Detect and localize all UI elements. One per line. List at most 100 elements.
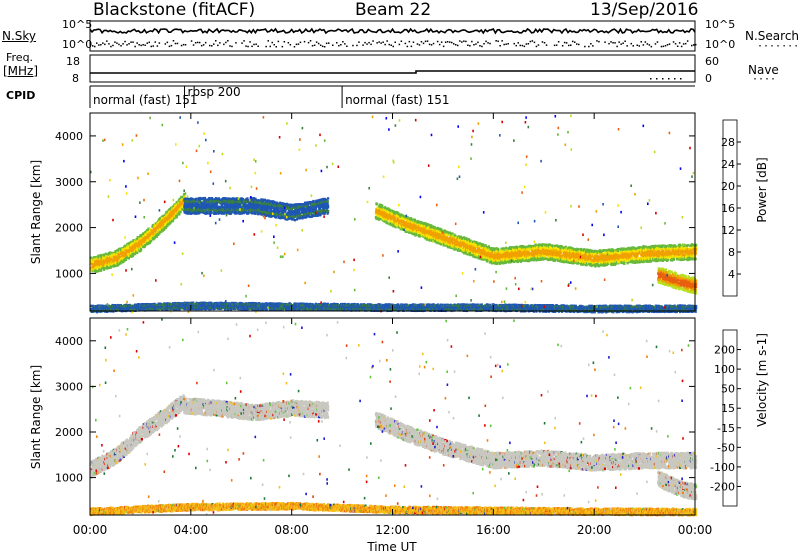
noise-search-point — [181, 45, 183, 47]
noise-search-point — [340, 44, 342, 46]
noise-search-point — [431, 44, 433, 46]
noise-search-point — [473, 44, 475, 46]
noise-search-point — [288, 42, 290, 44]
noise-search-point — [455, 44, 457, 46]
noise-search-point — [378, 41, 380, 43]
noise-search-point — [489, 43, 491, 45]
noise-search-point — [576, 43, 578, 45]
noise-search-point — [157, 45, 159, 47]
noise-search-point — [106, 40, 108, 42]
noise-search-point — [140, 45, 142, 47]
noise-search-point — [320, 45, 322, 47]
noise-search-point — [116, 42, 118, 44]
noise-search-point — [641, 41, 643, 43]
noise-tick-right-bottom: 10^0 — [705, 38, 735, 51]
noise-search-point — [393, 46, 395, 48]
noise-search-point — [110, 46, 112, 48]
echo-cell — [180, 211, 182, 214]
noise-search-point — [245, 45, 247, 47]
noise-search-point — [626, 45, 628, 47]
noise-search-point — [126, 44, 128, 46]
noise-search-point — [463, 40, 465, 42]
noise-search-point — [183, 44, 185, 46]
noise-search-point — [604, 41, 606, 43]
noise-search-point — [219, 42, 221, 44]
noise-search-point — [284, 41, 286, 43]
noise-search-point — [316, 41, 318, 43]
freq-panel: 18 8 60 0 — [66, 55, 719, 85]
noise-search-point — [231, 46, 233, 48]
noise-search-point — [405, 43, 407, 45]
noise-search-point — [308, 42, 310, 44]
noise-search-point — [310, 40, 312, 42]
noise-search-point — [332, 45, 334, 47]
noise-search-point — [364, 42, 366, 44]
noise-search-point — [501, 40, 503, 42]
noise-search-point — [520, 45, 522, 47]
noise-search-point — [622, 43, 624, 45]
noise-search-point — [391, 45, 393, 47]
noise-search-point — [399, 44, 401, 46]
noise-search-point — [453, 43, 455, 45]
noise-search-point — [193, 44, 195, 46]
noise-search-point — [376, 42, 378, 44]
noise-search-point — [270, 46, 272, 48]
noise-search-point — [534, 42, 536, 44]
noise-search-point — [516, 45, 518, 47]
noise-search-point — [441, 41, 443, 43]
noise-search-point — [199, 42, 201, 44]
noise-search-point — [112, 45, 114, 47]
noise-search-point — [417, 43, 419, 45]
noise-tick-left-top: 10^5 — [62, 18, 92, 31]
noise-search-point — [336, 42, 338, 44]
noise-search-point — [469, 45, 471, 47]
noise-search-point — [433, 43, 435, 45]
noise-search-point — [120, 45, 122, 47]
noise-search-point — [485, 41, 487, 43]
noise-search-point — [225, 42, 227, 44]
echo-cell — [211, 211, 213, 214]
noise-search-point — [693, 44, 695, 46]
noise-search-point — [497, 41, 499, 43]
noise-search-point — [401, 41, 403, 43]
noise-search-point — [447, 41, 449, 43]
nave-point — [668, 78, 670, 80]
noise-search-point — [118, 44, 120, 46]
noise-search-point — [429, 44, 431, 46]
noise-search-point — [241, 42, 243, 44]
noise-search-point — [637, 45, 639, 47]
noise-search-point — [544, 42, 546, 44]
noise-search-point — [235, 42, 237, 44]
noise-search-point — [104, 44, 106, 46]
noise-search-point — [290, 44, 292, 46]
noise-search-point — [538, 44, 540, 46]
nave-point — [656, 78, 658, 80]
noise-search-point — [147, 42, 149, 44]
noise-search-point — [272, 42, 274, 44]
noise-search-point — [370, 44, 372, 46]
noise-search-point — [366, 43, 368, 45]
echo-cell — [110, 258, 112, 261]
noise-search-point — [203, 44, 205, 46]
noise-search-point — [479, 45, 481, 47]
noise-search-point — [138, 44, 140, 46]
noise-search-point — [572, 41, 574, 43]
noise-search-point — [318, 43, 320, 45]
noise-search-point — [507, 43, 509, 45]
noise-search-point — [633, 45, 635, 47]
noise-search-point — [296, 44, 298, 46]
noise-search-point — [592, 45, 594, 47]
noise-search-point — [171, 45, 173, 47]
noise-search-point — [536, 46, 538, 48]
noise-search-point — [655, 43, 657, 45]
rti-figure: 10^5 10^0 10^5 10^0 18 8 60 0 normal (fa… — [0, 0, 800, 554]
noise-panel: 10^5 10^0 10^5 10^0 — [62, 18, 735, 51]
noise-search-point — [530, 41, 532, 43]
noise-search-point — [528, 43, 530, 45]
noise-search-point — [685, 43, 687, 45]
noise-search-point — [687, 40, 689, 42]
noise-search-point — [274, 44, 276, 46]
noise-search-point — [574, 42, 576, 44]
noise-search-point — [276, 46, 278, 48]
